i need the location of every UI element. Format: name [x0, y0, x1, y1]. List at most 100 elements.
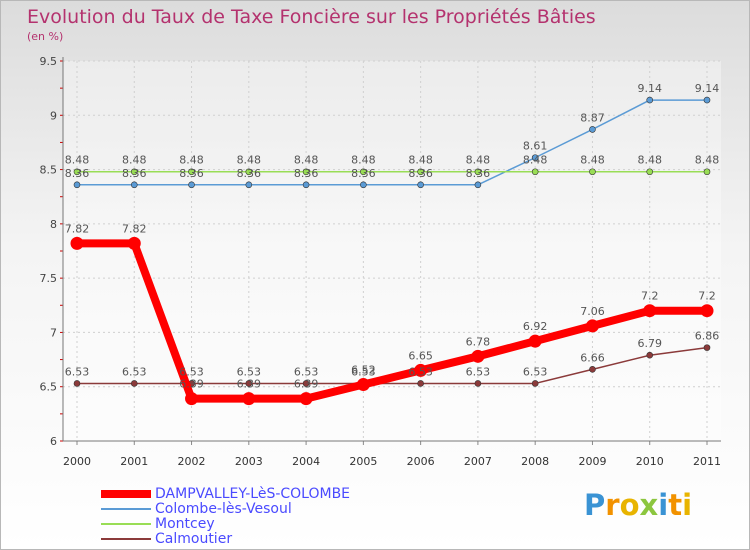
proxiti-logo: Proxiti — [584, 488, 692, 522]
series-1-data-label: 8.36 — [179, 167, 204, 180]
series-2-point — [417, 168, 424, 176]
logo-letter: P — [584, 488, 606, 522]
series-0-point — [643, 304, 657, 318]
x-tick-label: 2003 — [235, 455, 263, 468]
series-1-data-label: 8.36 — [65, 167, 90, 180]
series-1-point — [188, 181, 195, 189]
series-3-data-label: 6.53 — [122, 365, 147, 378]
series-3-data-label: 6.53 — [237, 365, 262, 378]
series-0-data-label: 6.39 — [294, 378, 319, 391]
y-tick-label: 6.5 — [40, 381, 58, 394]
series-2-data-label: 8.48 — [65, 154, 90, 167]
x-tick-label: 2007 — [464, 455, 492, 468]
series-3-data-label: 6.53 — [179, 365, 204, 378]
y-tick-label: 8.5 — [40, 164, 58, 177]
series-3-data-label: 6.53 — [466, 365, 491, 378]
series-3-point — [474, 380, 482, 387]
series-0-point — [471, 349, 485, 363]
series-1-point — [360, 181, 367, 189]
series-1-data-label: 8.36 — [408, 167, 433, 180]
series-0-point — [242, 392, 256, 406]
series-0-data-label: 6.52 — [351, 364, 376, 377]
x-tick-label: 2011 — [693, 455, 721, 468]
series-2-point — [531, 168, 539, 176]
series-2-point — [589, 168, 596, 176]
logo-letter: x — [639, 488, 659, 522]
series-0-point — [127, 236, 141, 250]
y-tick-label: 9 — [50, 109, 57, 122]
series-0-point — [70, 236, 84, 250]
series-0-data-label: 7.06 — [580, 305, 605, 318]
x-tick-label: 2002 — [178, 455, 206, 468]
y-tick-label: 7.5 — [40, 272, 58, 285]
series-3-point — [73, 380, 81, 387]
series-1-point — [703, 96, 711, 104]
series-1-point — [531, 154, 539, 161]
series-1-point — [302, 181, 310, 189]
series-2-point — [73, 168, 81, 176]
series-2-point — [188, 168, 195, 176]
series-2-data-label: 8.48 — [695, 154, 720, 167]
series-2-point — [302, 168, 310, 176]
series-2-point — [360, 168, 367, 176]
series-1-point — [474, 181, 482, 189]
series-3-point — [302, 380, 310, 387]
series-1-point — [417, 181, 424, 189]
series-2-data-label: 8.48 — [294, 154, 319, 167]
x-tick-label: 2000 — [63, 455, 91, 468]
series-1-data-label: 8.36 — [351, 167, 376, 180]
series-2-data-label: 8.48 — [179, 154, 204, 167]
y-tick-label: 8 — [50, 218, 57, 231]
series-1-data-label: 8.36 — [466, 167, 491, 180]
series-0-point — [414, 363, 428, 377]
series-2-point — [474, 168, 482, 176]
series-1-data-label: 8.87 — [580, 111, 605, 124]
series-2-data-label: 8.48 — [237, 154, 262, 167]
series-0-data-label: 7.82 — [122, 222, 147, 235]
series-2-data-label: 8.48 — [580, 154, 605, 167]
series-0-line — [73, 239, 711, 403]
series-0-point — [585, 319, 599, 333]
series-0-point — [700, 304, 714, 318]
x-tick-label: 2010 — [636, 455, 664, 468]
series-3-point — [589, 366, 596, 373]
x-tick-label: 2006 — [407, 455, 435, 468]
series-0-point — [185, 392, 199, 406]
legend-swatch — [101, 490, 151, 498]
series-0-point — [356, 378, 370, 392]
logo-letter: t — [668, 488, 683, 522]
series-0-data-label: 6.39 — [237, 378, 262, 391]
series-1-point — [589, 126, 596, 133]
legend-swatch — [101, 508, 151, 510]
series-1-data-label: 9.14 — [637, 82, 662, 95]
series-0-data-label: 7.82 — [65, 222, 90, 235]
series-0-data-label: 6.39 — [179, 378, 204, 391]
series-1-data-label: 8.36 — [122, 167, 147, 180]
series-1-data-label: 8.36 — [294, 167, 319, 180]
series-0-data-label: 6.78 — [466, 335, 491, 348]
series-1-data-label: 8.61 — [523, 140, 548, 153]
x-tick-label: 2004 — [292, 455, 320, 468]
series-1-line — [76, 99, 708, 186]
series-2-point — [703, 168, 711, 176]
x-tick-label: 2009 — [578, 455, 606, 468]
series-3-point — [130, 380, 138, 387]
series-3-data-label: 6.53 — [294, 365, 319, 378]
series-3-point — [417, 380, 424, 387]
series-2-point — [646, 168, 654, 176]
series-0-data-label: 6.92 — [523, 320, 548, 333]
series-2-point — [245, 168, 253, 176]
series-0-point — [528, 334, 542, 348]
chart-title: Evolution du Taux de Taxe Foncière sur l… — [27, 6, 596, 28]
series-3-data-label: 6.79 — [637, 337, 662, 350]
x-tick-label: 2005 — [349, 455, 377, 468]
series-0-data-label: 6.65 — [408, 349, 433, 362]
series-3-point — [531, 380, 539, 387]
y-tick-label: 7 — [50, 326, 57, 339]
logo-letter: i — [658, 488, 669, 522]
logo-letter: i — [682, 488, 693, 522]
series-1-point — [73, 181, 81, 189]
series-3-data-label: 6.53 — [523, 365, 548, 378]
